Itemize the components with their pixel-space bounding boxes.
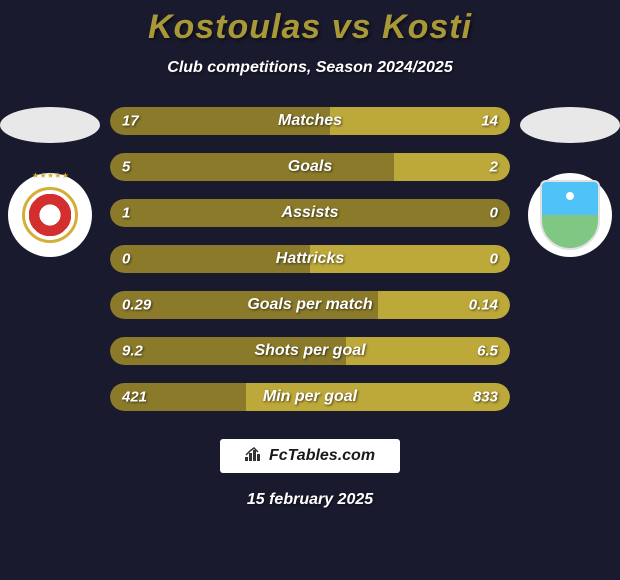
left-club-crest xyxy=(22,187,78,243)
stat-value-left: 0 xyxy=(122,251,130,268)
stat-label: Goals per match xyxy=(247,296,372,314)
stat-value-right: 6.5 xyxy=(477,343,498,360)
bar-left xyxy=(110,153,394,181)
stat-value-right: 833 xyxy=(473,389,498,406)
stat-label: Shots per goal xyxy=(254,342,365,360)
comparison-container: Kostoulas vs Kosti Club competitions, Se… xyxy=(0,0,620,580)
footer-logo-text: FcTables.com xyxy=(269,447,375,465)
chart-icon xyxy=(245,447,263,466)
stat-label: Assists xyxy=(282,204,339,222)
right-player-col xyxy=(520,107,620,257)
right-player-photo xyxy=(520,107,620,143)
left-club-badge: ★ ★ ★ ★ ★ xyxy=(8,173,92,257)
page-title: Kostoulas vs Kosti xyxy=(148,8,472,47)
stat-label: Goals xyxy=(288,158,332,176)
stat-value-right: 2 xyxy=(490,159,498,176)
stat-value-right: 0 xyxy=(490,251,498,268)
stat-value-left: 0.29 xyxy=(122,297,151,314)
stat-label: Min per goal xyxy=(263,388,357,406)
stat-value-left: 17 xyxy=(122,113,139,130)
stat-row: 421 833 Min per goal xyxy=(110,383,510,411)
page-subtitle: Club competitions, Season 2024/2025 xyxy=(167,59,452,77)
stat-value-left: 9.2 xyxy=(122,343,143,360)
footer-date: 15 february 2025 xyxy=(247,491,373,509)
stat-label: Matches xyxy=(278,112,342,130)
right-club-crest xyxy=(540,180,600,250)
stat-value-left: 421 xyxy=(122,389,147,406)
content-row: ★ ★ ★ ★ ★ 17 14 Matches 5 2 Goals 1 0 Assists 0 0 H… xyxy=(0,107,620,411)
stat-row: 9.2 6.5 Shots per goal xyxy=(110,337,510,365)
left-player-photo xyxy=(0,107,100,143)
stat-row: 0.29 0.14 Goals per match xyxy=(110,291,510,319)
stat-value-left: 1 xyxy=(122,205,130,222)
left-player-col: ★ ★ ★ ★ ★ xyxy=(0,107,100,257)
star-icon: ★ ★ ★ ★ ★ xyxy=(32,171,68,180)
footer-logo: FcTables.com xyxy=(220,439,400,473)
stats-column: 17 14 Matches 5 2 Goals 1 0 Assists 0 0 Hattricks 0.… xyxy=(110,107,510,411)
stat-row: 0 0 Hattricks xyxy=(110,245,510,273)
stat-value-right: 0.14 xyxy=(469,297,498,314)
stat-row: 17 14 Matches xyxy=(110,107,510,135)
right-club-badge xyxy=(528,173,612,257)
stat-row: 1 0 Assists xyxy=(110,199,510,227)
stat-value-right: 0 xyxy=(490,205,498,222)
stat-value-left: 5 xyxy=(122,159,130,176)
stat-label: Hattricks xyxy=(276,250,344,268)
stat-row: 5 2 Goals xyxy=(110,153,510,181)
stat-value-right: 14 xyxy=(481,113,498,130)
